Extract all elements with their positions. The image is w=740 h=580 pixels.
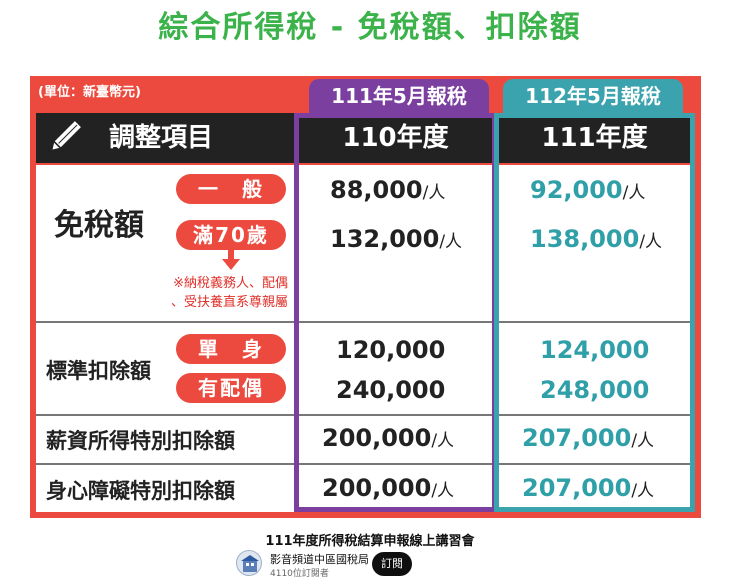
video-title[interactable]: 111年度所得稅結算申報線上講習會 <box>265 534 475 549</box>
header-item: 調整項目 <box>108 123 213 153</box>
table-header <box>36 113 695 163</box>
value-general-111: 92,000/人 <box>530 176 646 204</box>
pencil-icon <box>44 116 86 158</box>
subscriber-count: 4110位訂閱者 <box>270 569 329 579</box>
channel-avatar[interactable] <box>236 550 262 576</box>
tab-112-filing: 112年5月報稅 <box>503 79 683 113</box>
header-110: 110年度 <box>342 123 449 153</box>
slide-title: 綜合所得稅 - 免稅額、扣除額 <box>158 10 582 45</box>
value-salary-110: 200,000/人 <box>322 424 455 452</box>
value-married-111: 248,000 <box>540 376 650 404</box>
note-line-1: ※納稅義務人、配偶 <box>173 276 288 291</box>
subscribe-button[interactable]: 訂閱 <box>372 552 412 576</box>
value-general-110: 88,000/人 <box>330 176 446 204</box>
value-disability-111: 207,000/人 <box>522 474 655 502</box>
row-divider <box>36 321 695 323</box>
exemption-note: ※納稅義務人、配偶 、受扶養直系尊親屬 <box>118 274 288 312</box>
standard-deduction-label: 標準扣除額 <box>46 359 151 383</box>
pill-married: 有配偶 <box>176 373 286 403</box>
pill-over70: 滿70歲 <box>176 220 286 250</box>
exemption-label: 免稅額 <box>54 208 144 243</box>
arrow-down-icon <box>222 250 240 274</box>
table-body <box>36 165 695 512</box>
value-single-111: 124,000 <box>540 336 650 364</box>
header-111: 111年度 <box>541 123 648 153</box>
pill-general: 一 般 <box>176 174 286 204</box>
salary-deduction-label: 薪資所得特別扣除額 <box>46 429 235 453</box>
value-disability-110: 200,000/人 <box>322 474 455 502</box>
row-divider <box>36 414 695 416</box>
building-icon <box>241 555 259 572</box>
note-line-2: 、受扶養直系尊親屬 <box>170 295 288 310</box>
value-single-110: 120,000 <box>336 336 446 364</box>
disability-deduction-label: 身心障礙特別扣除額 <box>46 479 235 503</box>
tab-111-filing: 111年5月報稅 <box>309 79 489 113</box>
value-over70-111: 138,000/人 <box>530 225 663 253</box>
value-over70-110: 132,000/人 <box>330 225 463 253</box>
pill-single: 單 身 <box>176 334 286 364</box>
value-married-110: 240,000 <box>336 376 446 404</box>
unit-note: (單位：新臺幣元) <box>38 85 141 100</box>
value-salary-111: 207,000/人 <box>522 424 655 452</box>
channel-name[interactable]: 影音頻道中區國稅局 <box>270 553 369 566</box>
row-divider <box>36 463 695 465</box>
